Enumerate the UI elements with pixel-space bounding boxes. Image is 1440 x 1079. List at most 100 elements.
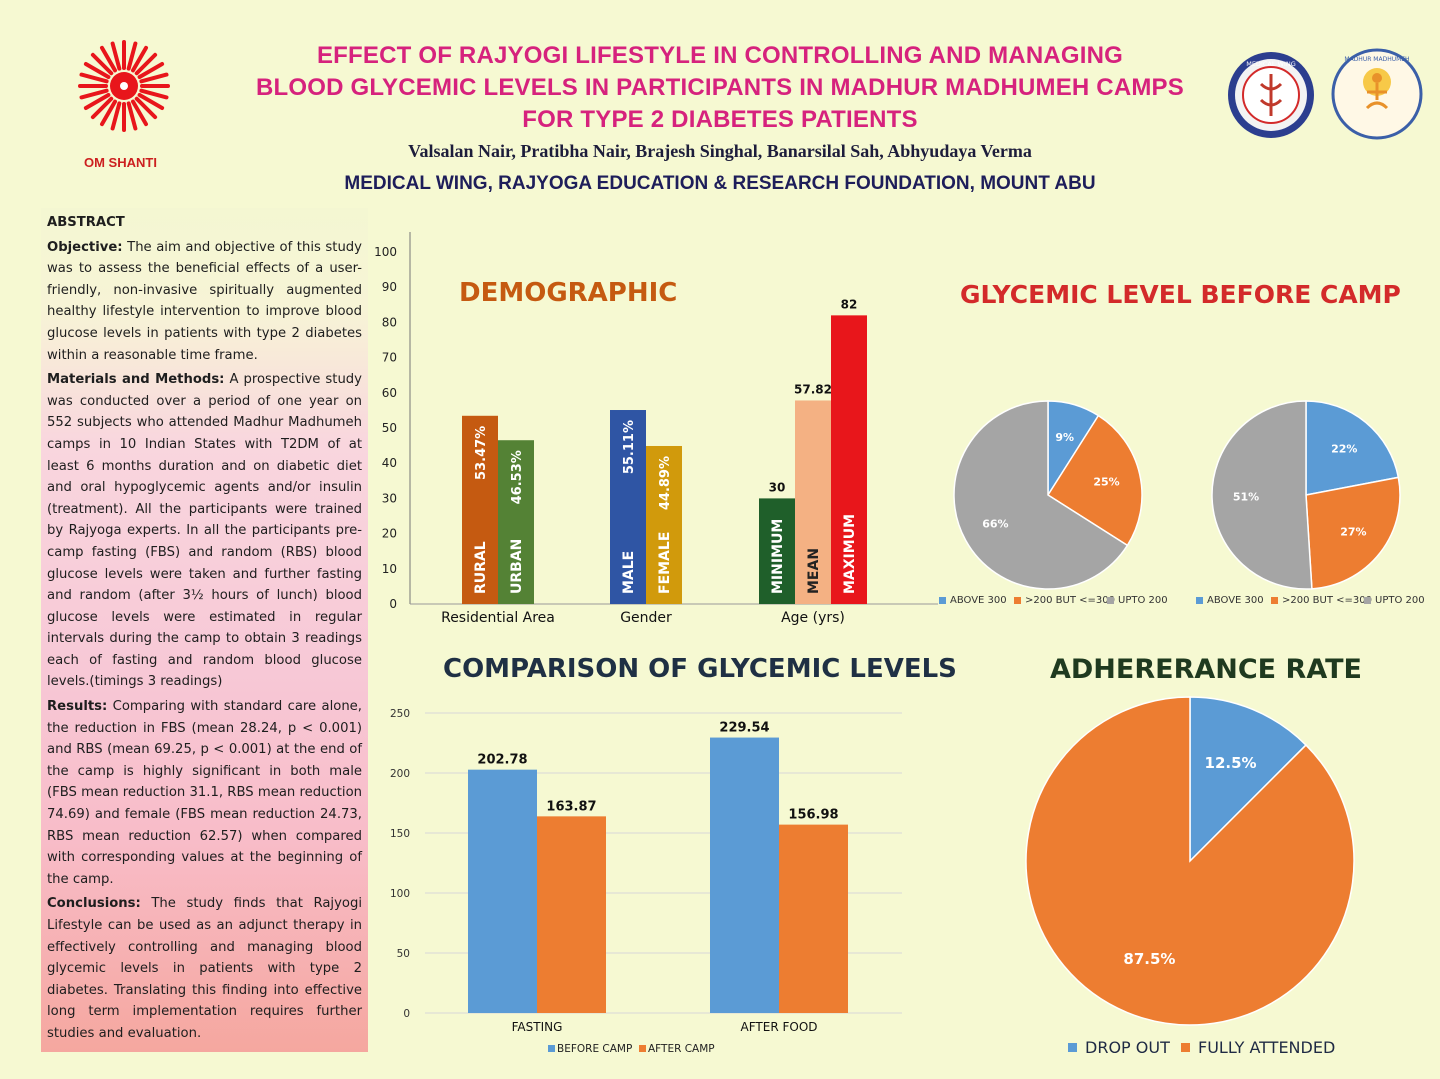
bar-mean bbox=[795, 400, 831, 604]
legend-item: FULLY ATTENDED bbox=[1181, 1038, 1335, 1057]
sun-ray bbox=[90, 96, 114, 120]
svg-text:MEDICAL WING: MEDICAL WING bbox=[1246, 60, 1296, 68]
bar-value-label: 229.54 bbox=[719, 721, 769, 736]
sun-ray bbox=[100, 99, 117, 127]
y-tick-label: 0 bbox=[403, 1008, 410, 1020]
sun-ray bbox=[137, 62, 165, 79]
glycemic-pie-1-slice bbox=[1046, 414, 1143, 547]
sun-ray bbox=[83, 93, 111, 110]
y-tick-label: 70 bbox=[382, 351, 397, 365]
sun-ray bbox=[131, 45, 148, 73]
group-label: Residential Area bbox=[441, 610, 555, 626]
demographic-title: DEMOGRAPHIC bbox=[459, 278, 678, 308]
legend-label: UPTO 200 bbox=[1118, 595, 1168, 606]
legend-label: >200 BUT <=300 bbox=[1025, 595, 1115, 606]
conclusions-label: Conclusions: bbox=[47, 896, 141, 912]
results-paragraph: Results: Comparing with standard care al… bbox=[47, 696, 362, 890]
bar-value-label: 30 bbox=[769, 480, 786, 494]
glycemic-before-title: GLYCEMIC LEVEL BEFORE CAMP bbox=[960, 280, 1401, 309]
legend-swatch bbox=[639, 1045, 646, 1052]
bar-name-label: URBAN bbox=[509, 539, 525, 594]
y-tick-label: 20 bbox=[382, 527, 397, 541]
y-tick-label: 150 bbox=[390, 828, 410, 840]
legend-item: >200 BUT <=300 bbox=[1014, 595, 1115, 606]
results-label: Results: bbox=[47, 699, 108, 715]
y-tick-label: 100 bbox=[374, 245, 397, 259]
legend-label: ABOVE 300 bbox=[950, 595, 1007, 606]
bar-maximum bbox=[831, 315, 867, 604]
bar-before-camp bbox=[710, 737, 779, 1013]
group-label: Age (yrs) bbox=[781, 610, 845, 626]
sun-ray bbox=[131, 99, 148, 127]
bar-name-label: MEAN bbox=[806, 548, 822, 594]
bar-value-label: 53.47% bbox=[474, 426, 489, 480]
sun-ray bbox=[134, 52, 158, 76]
sun-icon bbox=[78, 40, 170, 132]
methods-paragraph: Materials and Methods: A prospective stu… bbox=[47, 369, 362, 693]
bar-name-label: FEMALE bbox=[657, 532, 673, 594]
bar-value-label: 55.11% bbox=[622, 420, 637, 474]
legend-swatch bbox=[1196, 597, 1203, 604]
sun-ray bbox=[139, 72, 169, 84]
methods-text: A prospective study was conducted over a… bbox=[47, 372, 362, 690]
glycemic-pie-2-slice bbox=[1305, 476, 1401, 590]
bar-rural bbox=[462, 415, 498, 604]
bar-value-label: 57.82 bbox=[794, 382, 832, 396]
om-shanti-logo bbox=[78, 40, 170, 132]
y-tick-label: 200 bbox=[390, 768, 410, 780]
glycemic-pie-2-slice-label: 51% bbox=[1233, 491, 1259, 504]
authors: Valsalan Nair, Pratibha Nair, Brajesh Si… bbox=[408, 141, 1032, 161]
abstract-panel: ABSTRACT Objective: The aim and objectiv… bbox=[41, 208, 368, 1052]
y-tick-label: 80 bbox=[382, 315, 397, 329]
sun-ray bbox=[79, 88, 109, 100]
adherence-pie-slice-label: 12.5% bbox=[1205, 754, 1257, 772]
glycemic-pie-1: 9% 25% 66% bbox=[953, 400, 1143, 590]
objective-paragraph: Objective: The aim and objective of this… bbox=[47, 237, 362, 367]
title-line-3: FOR TYPE 2 DIABETES PATIENTS bbox=[522, 106, 918, 133]
sun-ray bbox=[83, 62, 111, 79]
bar-after-camp bbox=[779, 824, 848, 1013]
legend-swatch bbox=[1107, 597, 1114, 604]
y-tick-label: 30 bbox=[382, 491, 397, 505]
y-tick-label: 90 bbox=[382, 280, 397, 294]
bar-before-camp bbox=[468, 769, 537, 1013]
legend-label: ABOVE 300 bbox=[1207, 595, 1264, 606]
bar-name-label: MAXIMUM bbox=[842, 514, 858, 594]
demographic-chart: 0 10 20 30 40 50 60 70 80 90 100 RURAL 53.47% URBAN 46… bbox=[374, 232, 938, 626]
sun-ray bbox=[134, 96, 158, 120]
conclusions-paragraph: Conclusions: The study finds that Rajyog… bbox=[47, 893, 362, 1044]
legend-swatch bbox=[1068, 1043, 1077, 1052]
methods-label: Materials and Methods: bbox=[47, 372, 225, 388]
legend-swatch bbox=[548, 1045, 555, 1052]
sun-ray bbox=[126, 101, 138, 131]
y-tick-label: 60 bbox=[382, 386, 397, 400]
legend-label: FULLY ATTENDED bbox=[1198, 1038, 1336, 1057]
bar-female bbox=[646, 445, 682, 604]
sun-ray bbox=[90, 52, 114, 76]
glycemic-pie-2-slice bbox=[1211, 400, 1313, 590]
glycemic-pie-2-slice bbox=[1305, 400, 1400, 496]
medical-wing-logo: MEDICAL WING bbox=[1226, 50, 1316, 140]
legend-item: DROP OUT bbox=[1068, 1038, 1170, 1057]
y-tick-label: 250 bbox=[390, 708, 410, 720]
bar-value-label: 163.87 bbox=[546, 799, 596, 814]
bar-value-label: 46.53% bbox=[510, 450, 525, 504]
legend-swatch bbox=[939, 597, 946, 604]
legend-item: UPTO 200 bbox=[1107, 595, 1168, 606]
adherence-pie-slice bbox=[1189, 696, 1308, 863]
institution: MEDICAL WING, RAJYOGA EDUCATION & RESEAR… bbox=[344, 173, 1096, 194]
results-text: Comparing with standard care alone, the … bbox=[47, 699, 362, 887]
sun-ray bbox=[79, 72, 109, 84]
bar-value-label: 44.89% bbox=[658, 456, 673, 510]
om-shanti-label: OM SHANTI bbox=[84, 155, 157, 170]
bar-after-camp bbox=[537, 816, 606, 1013]
bar-value-label: 82 bbox=[841, 297, 858, 311]
legend-label: >200 BUT <=300 bbox=[1282, 595, 1372, 606]
abstract-heading: ABSTRACT bbox=[47, 215, 125, 230]
adherence-title: ADHERERANCE RATE bbox=[1050, 654, 1362, 685]
legend-label: AFTER CAMP bbox=[648, 1043, 715, 1055]
adherence-pie-slice-label: 87.5% bbox=[1123, 950, 1175, 968]
y-tick-label: 10 bbox=[382, 562, 397, 576]
bar-urban bbox=[498, 440, 534, 604]
sun-ray bbox=[139, 88, 169, 100]
